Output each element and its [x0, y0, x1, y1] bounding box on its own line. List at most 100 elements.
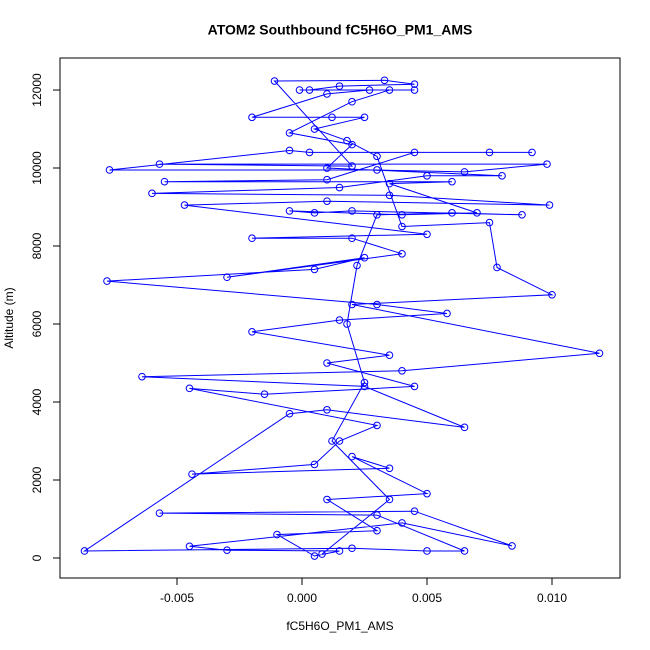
data-point	[318, 550, 326, 558]
data-point	[385, 351, 394, 360]
y-tick-label: 8000	[30, 232, 44, 259]
y-tick-label: 0	[30, 554, 44, 561]
data-point	[423, 230, 431, 239]
data-point	[335, 183, 344, 192]
data-point	[335, 547, 344, 555]
data-point	[410, 382, 419, 391]
data-point	[485, 218, 494, 227]
data-point	[373, 152, 381, 161]
data-line	[82, 79, 600, 557]
data-point	[348, 162, 356, 170]
data-point	[353, 261, 361, 270]
data-point	[528, 148, 536, 157]
data-point	[248, 113, 256, 122]
data-point	[473, 209, 481, 217]
data-point	[423, 489, 431, 498]
data-point	[348, 452, 356, 461]
chart-title: ATOM2 Southbound fC5H6O_PM1_AMS	[208, 22, 473, 38]
data-point	[223, 546, 231, 554]
data-point	[328, 437, 336, 445]
data-point	[385, 495, 394, 504]
data-point	[323, 197, 331, 205]
data-point	[310, 209, 319, 217]
data-point	[508, 542, 516, 550]
data-point	[323, 90, 331, 98]
y-tick-label: 2000	[30, 466, 44, 493]
data-point	[348, 140, 356, 149]
x-tick-label: 0.010	[537, 591, 567, 605]
data-point	[335, 437, 344, 445]
data-point	[155, 160, 164, 168]
data-point	[310, 460, 319, 469]
data-point	[360, 382, 369, 391]
data-point	[105, 166, 114, 174]
data-point	[285, 146, 294, 155]
data-point	[285, 129, 294, 137]
data-point	[373, 300, 381, 309]
data-point	[323, 495, 331, 504]
data-point	[185, 384, 194, 393]
data-point	[385, 191, 394, 200]
data-point	[348, 544, 356, 553]
data-point	[348, 97, 356, 106]
data-point	[410, 86, 419, 94]
data-point	[410, 148, 419, 157]
data-point	[365, 86, 374, 94]
data-point	[548, 290, 556, 299]
data-point	[460, 423, 469, 432]
data-point	[545, 201, 554, 209]
data-point	[423, 172, 431, 180]
data-point	[385, 86, 394, 94]
data-point	[160, 177, 169, 186]
data-point	[335, 316, 344, 324]
data-point	[485, 148, 494, 157]
data-point	[398, 222, 406, 231]
data-point	[398, 519, 406, 527]
data-point	[305, 148, 314, 157]
data-point	[295, 86, 304, 94]
data-point	[448, 209, 456, 217]
data-point	[155, 509, 164, 517]
data-point	[373, 421, 381, 430]
data-point	[423, 547, 431, 555]
data-point	[348, 234, 356, 243]
data-point	[410, 80, 419, 88]
data-point	[335, 82, 344, 90]
data-point	[398, 250, 406, 258]
data-point	[380, 76, 389, 85]
data-point	[518, 211, 526, 219]
data-point	[385, 464, 394, 473]
data-point	[360, 253, 369, 262]
y-tick-label: 10000	[30, 151, 44, 185]
data-point	[328, 113, 336, 122]
data-point	[310, 125, 319, 133]
data-point	[398, 211, 406, 219]
data-point	[273, 530, 281, 539]
data-point	[343, 320, 351, 328]
data-point	[305, 86, 314, 94]
data-point	[348, 207, 356, 215]
data-point	[323, 164, 331, 172]
data-point	[323, 359, 331, 367]
y-tick-label: 12000	[30, 73, 44, 107]
data-point	[310, 552, 319, 560]
y-axis-label: Altitude (m)	[2, 287, 16, 348]
data-point	[185, 542, 194, 551]
data-point	[373, 211, 381, 219]
data-point	[80, 547, 89, 555]
data-point	[385, 179, 394, 188]
x-axis-label: fC5H6O_PM1_AMS	[286, 619, 393, 633]
data-point	[373, 526, 381, 535]
x-tick-label: 0.000	[287, 591, 317, 605]
data-point	[373, 511, 381, 519]
data-point	[180, 201, 189, 209]
data-point	[138, 372, 146, 381]
data-point	[443, 309, 451, 318]
data-point	[148, 189, 156, 198]
data-point	[543, 160, 551, 168]
data-point	[270, 77, 279, 85]
data-point	[260, 390, 269, 399]
data-point	[248, 234, 256, 243]
data-point	[248, 328, 256, 336]
